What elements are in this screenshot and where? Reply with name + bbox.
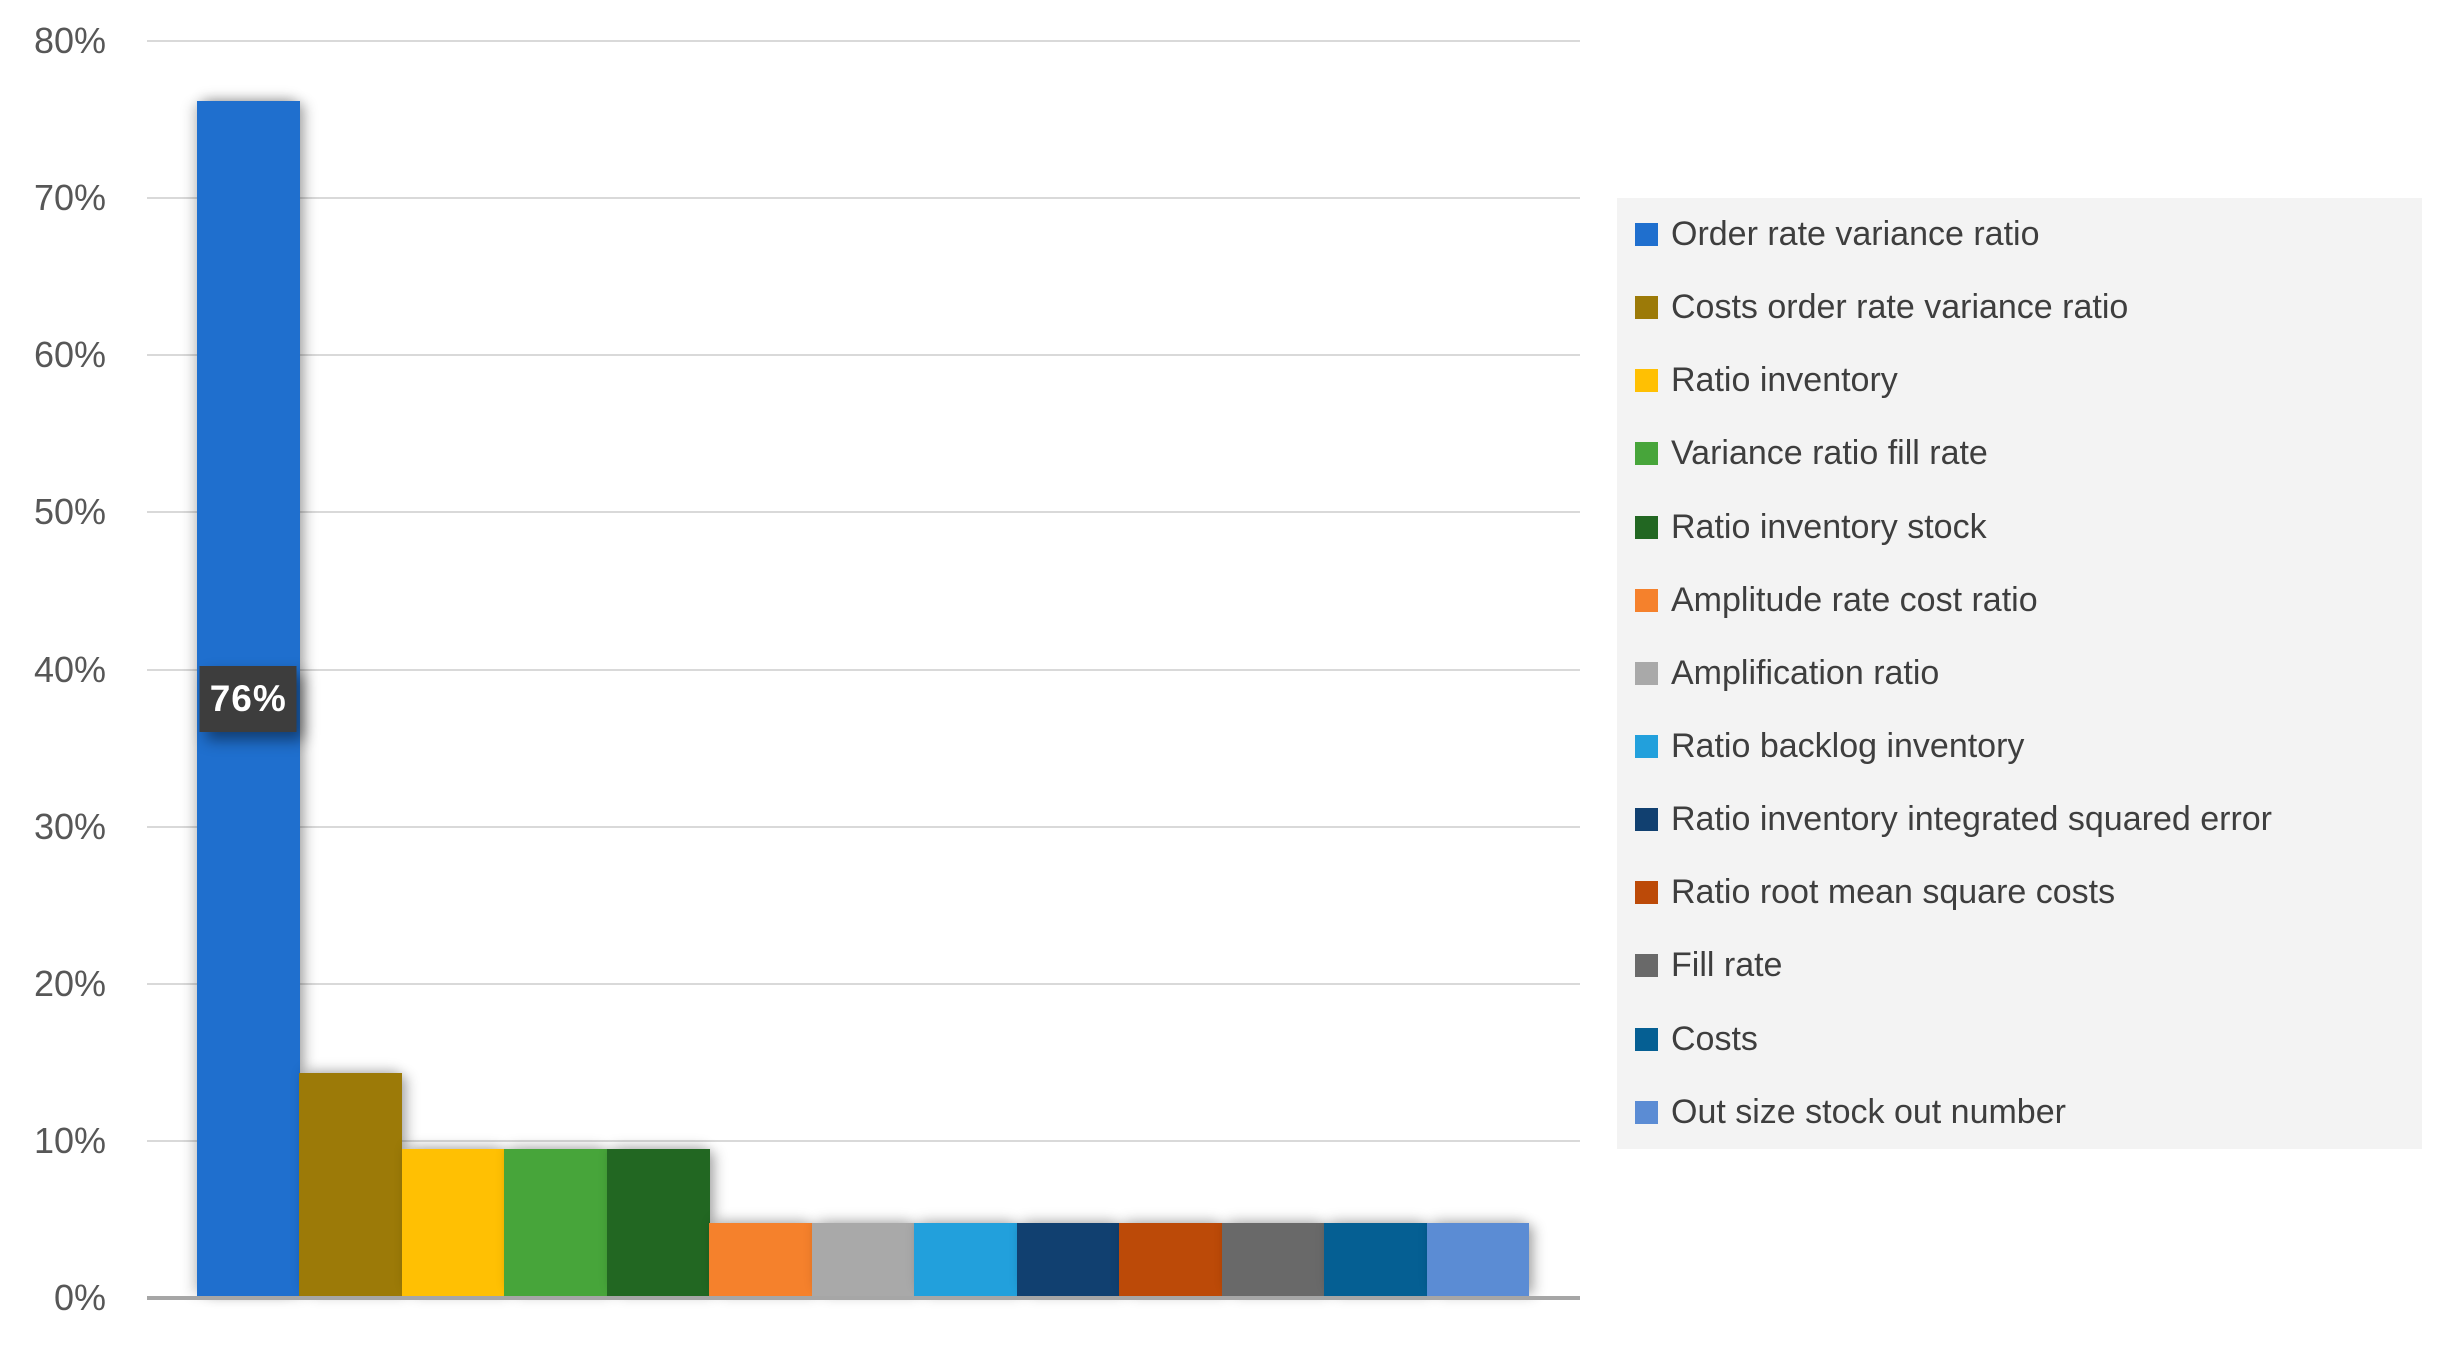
legend-item: Ratio root mean square costs — [1617, 856, 2422, 929]
gridline — [147, 982, 1580, 985]
legend-swatch-icon — [1635, 442, 1658, 466]
legend-swatch-icon — [1635, 296, 1658, 320]
legend-swatch-icon — [1635, 661, 1658, 685]
legend-item: Costs order rate variance ratio — [1617, 271, 2422, 344]
legend-swatch-icon — [1635, 515, 1658, 539]
legend-label: Order rate variance ratio — [1671, 215, 2040, 254]
gridline — [147, 197, 1580, 200]
legend-item: Fill rate — [1617, 929, 2422, 1002]
bar-variance-ratio-fill-rate — [504, 1148, 608, 1298]
legend-label: Amplitude rate cost ratio — [1671, 580, 2038, 619]
legend-item: Ratio backlog inventory — [1617, 710, 2422, 783]
bars-group: 76% — [197, 41, 1530, 1298]
legend-swatch-icon — [1635, 1027, 1658, 1051]
y-tick-label: 10% — [33, 1119, 106, 1161]
gridline — [147, 668, 1580, 671]
bar-fill-rate — [1221, 1222, 1325, 1298]
legend-swatch-icon — [1635, 954, 1658, 978]
legend-swatch-icon — [1635, 1100, 1658, 1124]
legend-label: Fill rate — [1671, 946, 1783, 985]
gridline — [147, 511, 1580, 514]
gridline — [147, 1139, 1580, 1142]
bar-ratio-root-mean-square-costs — [1119, 1222, 1223, 1298]
legend-swatch-icon — [1635, 735, 1658, 759]
bar-costs — [1324, 1222, 1427, 1298]
y-tick-label: 60% — [33, 334, 106, 376]
legend-label: Ratio backlog inventory — [1671, 727, 2025, 766]
legend-swatch-icon — [1635, 369, 1658, 393]
legend-item: Order rate variance ratio — [1617, 198, 2422, 271]
y-tick-label: 0% — [53, 1277, 106, 1318]
legend-label: Ratio root mean square costs — [1671, 873, 2116, 912]
legend-label: Ratio inventory stock — [1671, 507, 1987, 546]
gridline — [147, 825, 1580, 828]
y-tick-label: 30% — [33, 805, 106, 847]
bar-costs-order-rate-variance-ratio — [299, 1073, 403, 1298]
legend-label: Costs order rate variance ratio — [1671, 288, 2129, 327]
legend-item: Costs — [1617, 1003, 2422, 1076]
legend-swatch-icon — [1635, 588, 1658, 612]
legend-item: Ratio inventory — [1617, 344, 2422, 417]
legend-label: Out size stock out number — [1671, 1092, 2066, 1131]
y-tick-label: 40% — [33, 648, 106, 690]
legend-item: Out size stock out number — [1617, 1076, 2422, 1149]
bar-amplification-ratio — [811, 1222, 915, 1298]
y-tick-label: 70% — [33, 177, 106, 219]
legend-item: Amplification ratio — [1617, 637, 2422, 710]
y-tick-label: 20% — [33, 962, 106, 1004]
legend-swatch-icon — [1635, 223, 1658, 247]
legend-label: Variance ratio fill rate — [1671, 434, 1988, 473]
legend-item: Variance ratio fill rate — [1617, 417, 2422, 490]
bar-ratio-inventory-integrated-squared-error — [1016, 1222, 1120, 1298]
legend-label: Ratio inventory — [1671, 361, 1898, 400]
bar-out-size-stock-out-number — [1426, 1222, 1530, 1298]
legend-label: Ratio inventory integrated squared error — [1671, 800, 2272, 839]
plot-area: 76% — [147, 40, 1580, 1300]
legend-label: Costs — [1671, 1019, 1758, 1058]
bar-ratio-inventory — [401, 1148, 505, 1298]
bar-ratio-inventory-stock — [606, 1148, 710, 1298]
legend-swatch-icon — [1635, 881, 1658, 905]
legend-swatch-icon — [1635, 808, 1658, 832]
legend-item: Ratio inventory stock — [1617, 491, 2422, 564]
legend: Order rate variance ratio Costs order rat… — [1617, 198, 2422, 1149]
y-tick-label: 80% — [33, 20, 106, 61]
bar-data-label: 76% — [199, 666, 297, 733]
gridline — [147, 354, 1580, 357]
legend-item: Ratio inventory integrated squared error — [1617, 783, 2422, 856]
legend-label: Amplification ratio — [1671, 653, 1940, 692]
bar-amplitude-rate-cost-ratio — [709, 1222, 813, 1298]
y-tick-label: 50% — [33, 491, 106, 533]
legend-item: Amplitude rate cost ratio — [1617, 564, 2422, 637]
x-axis-line — [147, 1296, 1580, 1300]
gridline — [147, 40, 1580, 42]
bar-ratio-backlog-inventory — [914, 1222, 1018, 1298]
